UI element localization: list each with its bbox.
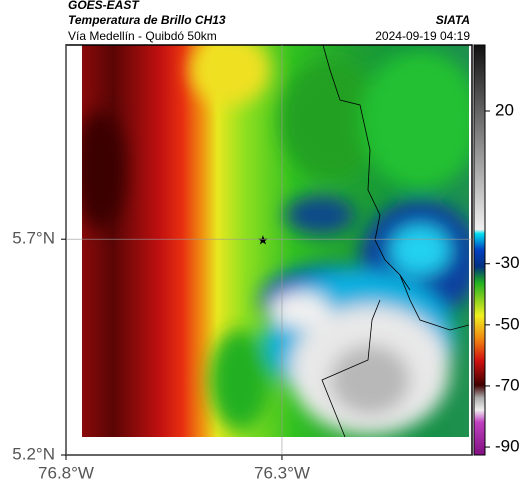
title: GOES-EAST	[68, 0, 140, 12]
route: Vía Medellín - Quibdó 50km	[68, 29, 217, 43]
borders	[321, 45, 469, 437]
source: SIATA	[436, 13, 470, 27]
x-tick-label: 76.8°W	[38, 463, 94, 482]
colorbar-tick-label: -30	[495, 253, 520, 272]
subtitle: Temperatura de Brillo CH13	[68, 13, 226, 27]
colorbar-tick-label: -90	[495, 437, 520, 456]
location-marker: ★	[257, 232, 269, 247]
datetime: 2024-09-19 04:19	[375, 29, 470, 43]
x-tick-label: 76.3°W	[254, 463, 310, 482]
colorbar-tick-label: 20	[495, 100, 514, 119]
y-tick-label: 5.2°N	[12, 444, 55, 463]
satellite-image	[82, 45, 469, 437]
colorbar-tick-label: -70	[495, 375, 520, 394]
y-tick-label: 5.7°N	[12, 229, 55, 248]
colorbar-tick-label: -50	[495, 314, 520, 333]
colorbar	[473, 44, 486, 456]
